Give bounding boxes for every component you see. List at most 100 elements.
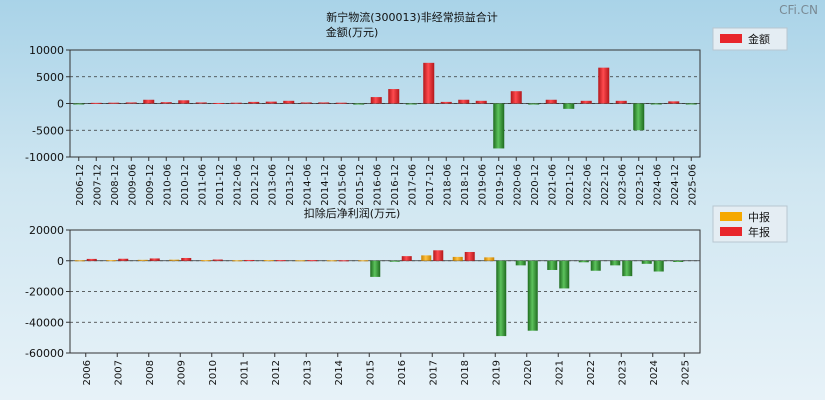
x-tick-label: 2011-06 xyxy=(197,164,208,206)
bar-2024-06 xyxy=(650,103,662,105)
bar-interim-2020 xyxy=(515,260,526,266)
bar-2019-12 xyxy=(493,103,505,149)
bar-annual-2021 xyxy=(559,260,570,289)
x-tick-label: 2008 xyxy=(145,360,156,385)
bar-2011-06 xyxy=(195,102,207,104)
x-tick-label: 2021-06 xyxy=(547,164,558,206)
bar-interim-2010 xyxy=(200,260,211,262)
bar-2021-12 xyxy=(563,103,575,109)
bar-annual-2017 xyxy=(433,250,444,261)
bar-interim-2014 xyxy=(326,260,337,262)
legend-swatch-interim xyxy=(720,212,742,221)
bar-2018-06 xyxy=(440,101,452,104)
x-tick-label: 2022-12 xyxy=(600,164,611,206)
x-tick-label: 2014-06 xyxy=(302,164,313,206)
bar-2020-12 xyxy=(528,103,540,105)
bar-2013-06 xyxy=(265,101,277,104)
x-tick-label: 2025 xyxy=(680,360,691,385)
x-tick-label: 2015 xyxy=(365,360,376,385)
y-tick-label: -10000 xyxy=(25,151,64,164)
bar-2007-12 xyxy=(90,102,102,104)
bar-2021-06 xyxy=(545,99,557,104)
bar-2011-12 xyxy=(213,102,225,104)
bar-interim-2021 xyxy=(547,260,558,270)
x-tick-label: 2017 xyxy=(428,360,439,385)
bar-interim-2012 xyxy=(263,260,274,262)
bar-interim-2011 xyxy=(232,260,243,262)
bar-interim-2016 xyxy=(389,260,400,262)
y-tick-label: 20000 xyxy=(29,224,64,237)
bar-2017-12 xyxy=(423,62,435,104)
bar-2015-12 xyxy=(353,103,365,105)
chart1-title: 新宁物流(300013)非经常损益合计 xyxy=(326,10,498,24)
x-tick-label: 2009 xyxy=(176,360,187,385)
x-tick-label: 2025-06 xyxy=(687,164,698,206)
bar-annual-2008 xyxy=(149,258,160,261)
y-tick-label: 0 xyxy=(57,98,64,111)
x-tick-label: 2010-12 xyxy=(180,164,191,206)
x-tick-label: 2015-12 xyxy=(355,164,366,206)
x-tick-label: 2023-06 xyxy=(617,164,628,206)
bar-2018-12 xyxy=(458,99,470,104)
bar-annual-2011 xyxy=(244,259,255,261)
x-tick-label: 2019-06 xyxy=(477,164,488,206)
x-tick-label: 2013 xyxy=(302,360,313,385)
bar-annual-2018 xyxy=(464,251,475,261)
bar-annual-2019 xyxy=(496,260,507,337)
bar-interim-2019 xyxy=(484,257,495,261)
x-tick-label: 2011 xyxy=(239,360,250,385)
x-tick-label: 2018 xyxy=(460,360,471,385)
y-tick-label: 0 xyxy=(57,255,64,268)
x-tick-label: 2020-06 xyxy=(512,164,523,206)
x-tick-label: 2009-06 xyxy=(127,164,138,206)
legend-label-amount: 金额 xyxy=(748,32,770,46)
y-tick-label: 10000 xyxy=(29,44,64,57)
x-tick-label: 2022-06 xyxy=(582,164,593,206)
bar-2012-12 xyxy=(248,101,260,104)
x-tick-label: 2012-06 xyxy=(232,164,243,206)
bar-annual-2012 xyxy=(275,260,286,262)
bar-2012-06 xyxy=(230,102,242,104)
x-tick-label: 2022 xyxy=(586,360,597,385)
bar-2022-06 xyxy=(580,100,592,104)
x-tick-label: 2024-12 xyxy=(670,164,681,206)
x-tick-label: 2020 xyxy=(523,360,534,385)
bar-2009-06 xyxy=(125,102,137,104)
bar-annual-2007 xyxy=(118,258,129,261)
x-tick-label: 2017-06 xyxy=(407,164,418,206)
bar-annual-2022 xyxy=(590,260,601,271)
x-tick-label: 2009-12 xyxy=(145,164,156,206)
bar-annual-2010 xyxy=(212,259,223,261)
chart2-legend: 中报 年报 xyxy=(712,205,788,243)
x-tick-label: 2013-12 xyxy=(285,164,296,206)
bar-interim-2009 xyxy=(169,259,180,261)
y-tick-label: 5000 xyxy=(36,71,64,84)
bar-interim-2023 xyxy=(610,260,621,266)
chart2-title: 扣除后净利润(万元) xyxy=(304,206,401,220)
x-tick-label: 2013-06 xyxy=(267,164,278,206)
x-tick-label: 2023-12 xyxy=(635,164,646,206)
y-tick-label: -5000 xyxy=(32,124,64,137)
bar-interim-2013 xyxy=(295,260,306,262)
x-tick-label: 2018-12 xyxy=(460,164,471,206)
bar-interim-2025 xyxy=(673,260,684,262)
chart1-subtitle: 金额(万元) xyxy=(326,25,379,39)
bar-annual-2024 xyxy=(653,260,664,272)
x-tick-label: 2014 xyxy=(334,360,345,385)
x-tick-label: 2023 xyxy=(617,360,628,385)
x-tick-label: 2020-12 xyxy=(530,164,541,206)
y-tick-label: -60000 xyxy=(25,347,64,360)
x-tick-label: 2007 xyxy=(113,360,124,385)
bar-2010-06 xyxy=(160,102,172,104)
bar-interim-2017 xyxy=(421,255,432,261)
x-tick-label: 2016-06 xyxy=(372,164,383,206)
bar-interim-2008 xyxy=(137,259,148,261)
x-tick-label: 2016 xyxy=(397,360,408,385)
bar-2016-06 xyxy=(370,97,382,104)
legend-swatch-annual xyxy=(720,227,742,236)
legend-label-annual: 年报 xyxy=(748,225,770,239)
x-tick-label: 2006-12 xyxy=(75,164,86,206)
bar-interim-2007 xyxy=(106,260,117,262)
